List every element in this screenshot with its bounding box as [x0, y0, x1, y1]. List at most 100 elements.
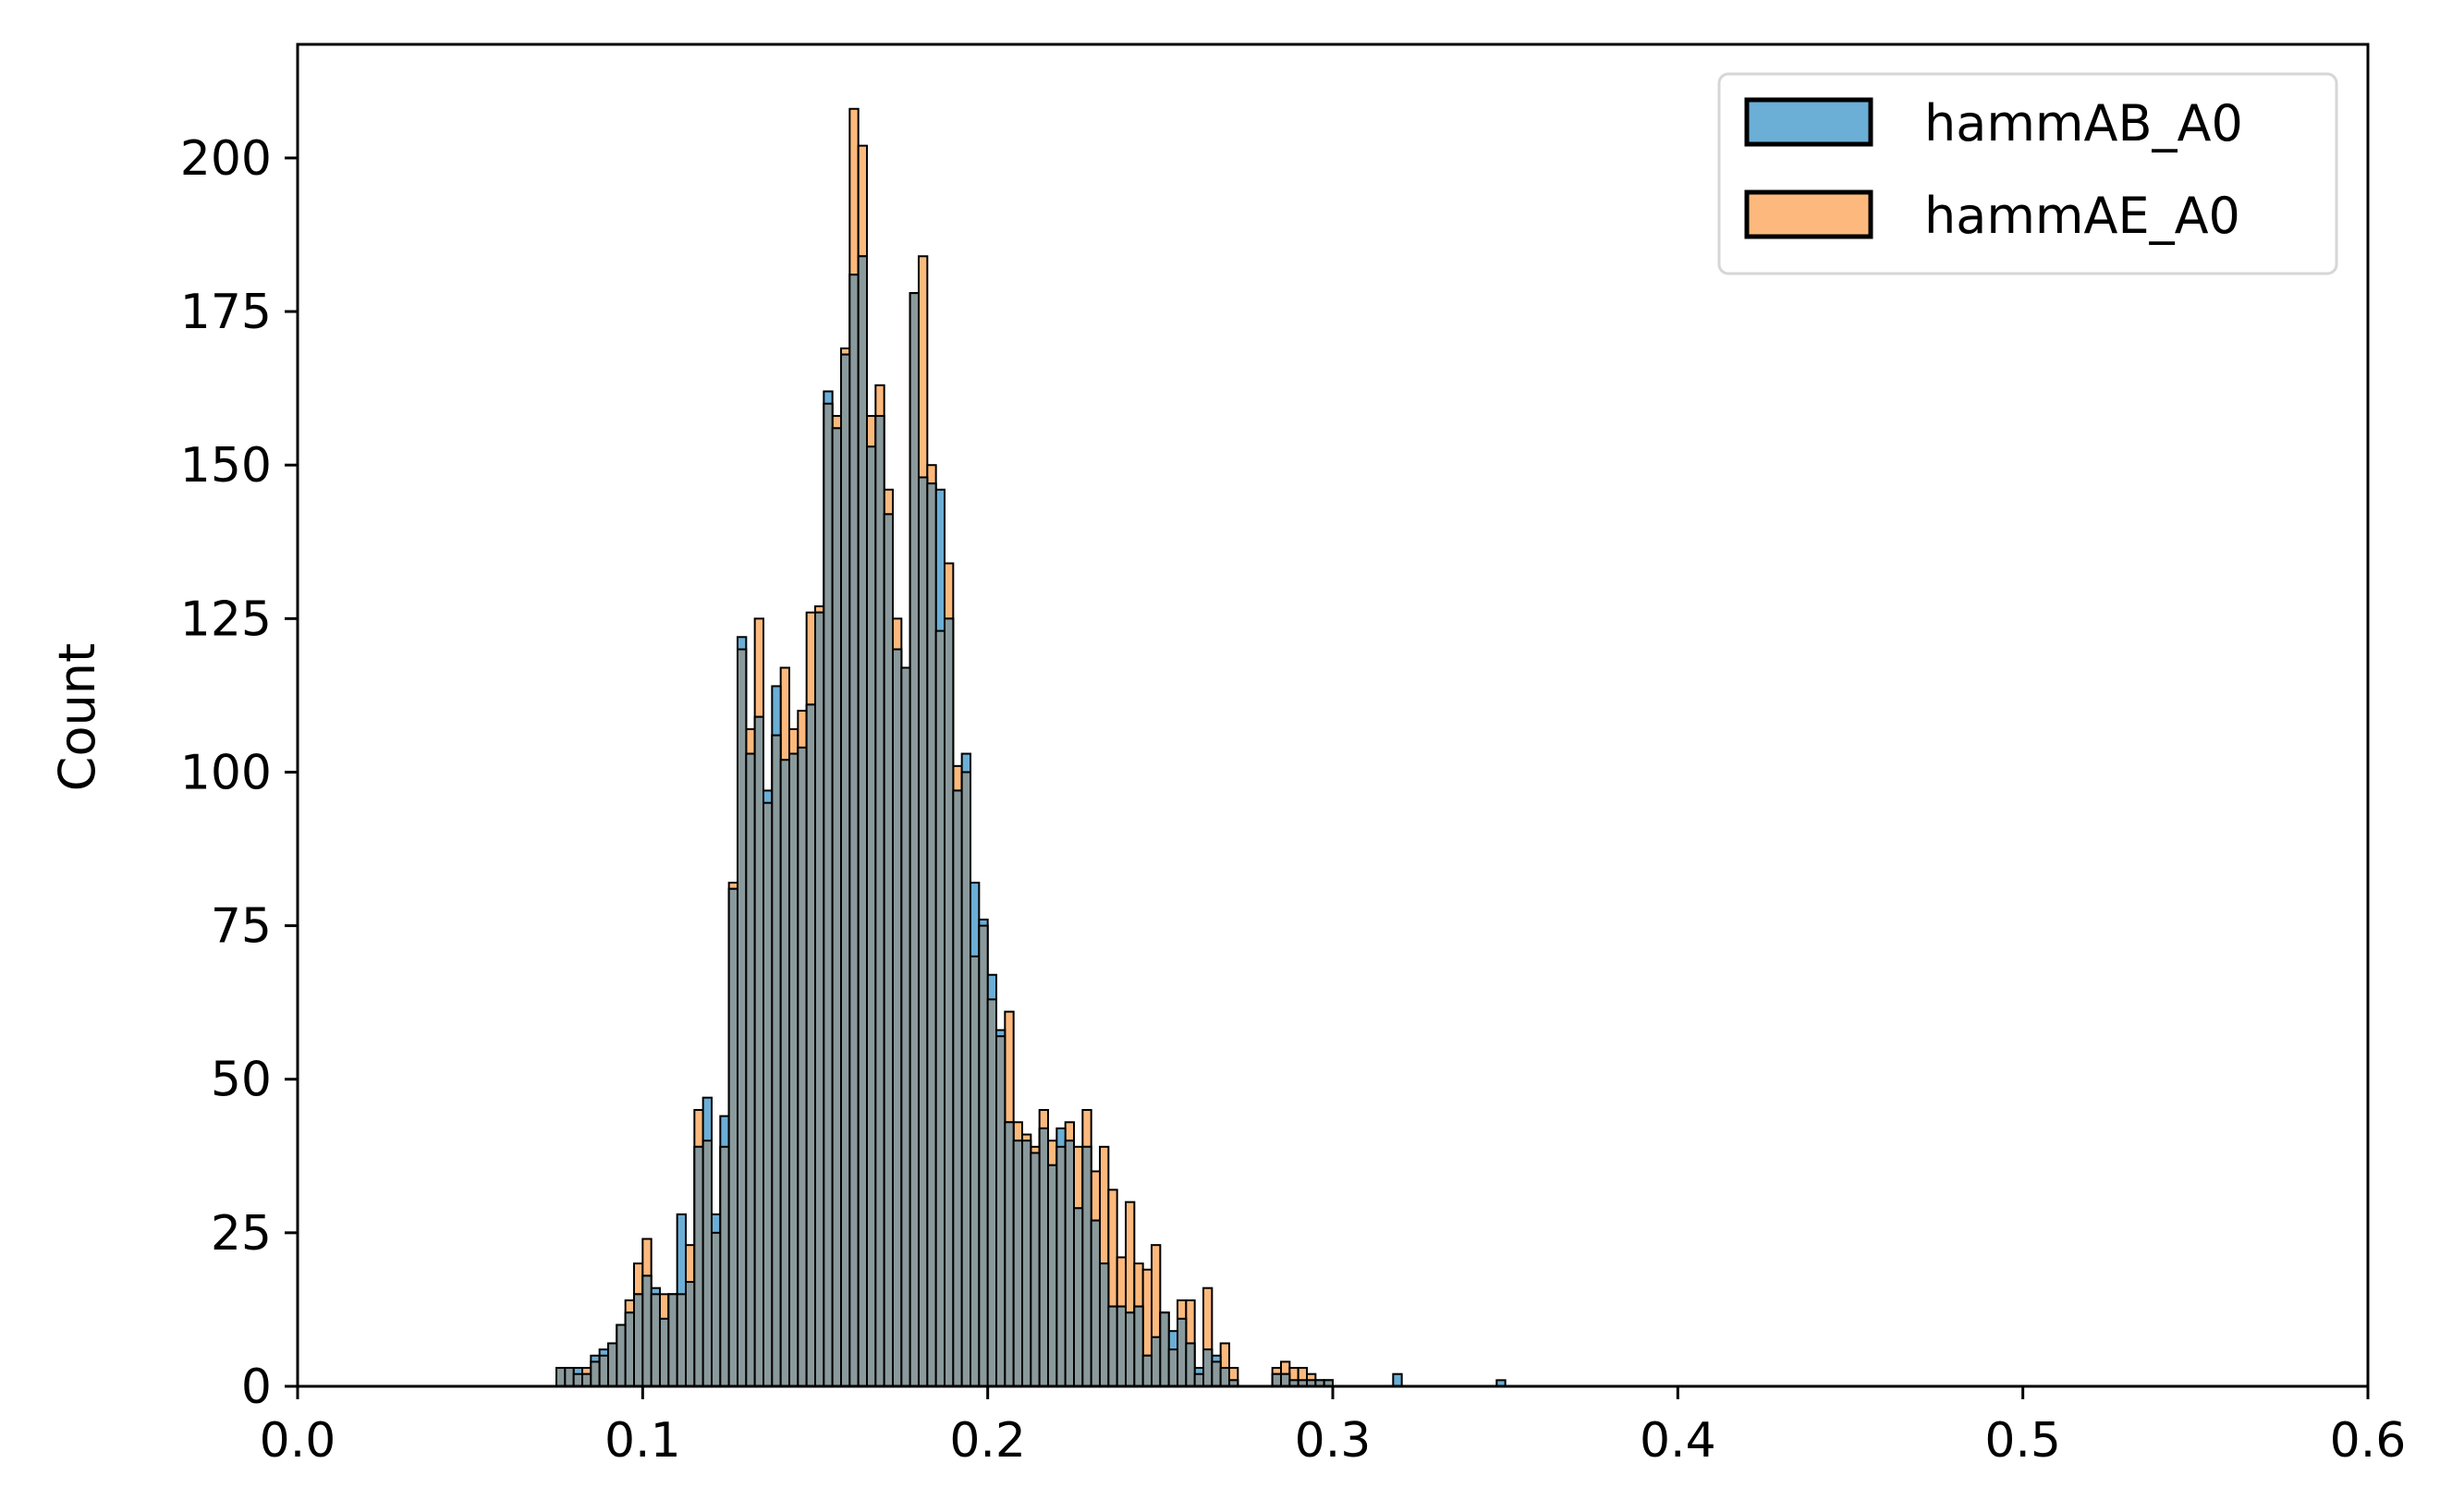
bar-overlap — [624, 1311, 636, 1388]
bar-overlap — [745, 752, 756, 1387]
bar-overlap — [1107, 1305, 1118, 1387]
bar-overlap — [840, 353, 851, 1387]
bar-overlap — [1159, 1311, 1170, 1388]
x-tick-label: 0.6 — [2330, 1413, 2407, 1469]
bar-overlap — [676, 1293, 688, 1387]
bar-overlap — [1211, 1360, 1222, 1388]
bar-overlap — [1064, 1140, 1075, 1387]
bar-overlap — [823, 402, 834, 1387]
bar-overlap — [1012, 1140, 1023, 1387]
bar-overlap — [788, 752, 799, 1387]
y-tick-label: 25 — [211, 1206, 272, 1262]
bar-overlap — [797, 746, 808, 1387]
bar-overlap — [900, 666, 911, 1387]
bar-overlap — [607, 1342, 618, 1387]
x-tick-label: 0.5 — [1984, 1413, 2061, 1469]
bar-overlap — [874, 415, 885, 1388]
bar-overlap — [572, 1372, 584, 1387]
bar-overlap — [1219, 1367, 1230, 1388]
y-tick-label: 50 — [211, 1053, 272, 1108]
bar-overlap — [753, 715, 765, 1387]
bar-overlap — [702, 1140, 714, 1387]
x-tick-label: 0.1 — [604, 1413, 681, 1469]
bar-overlap — [1073, 1207, 1084, 1387]
bar-overlap — [719, 1145, 730, 1388]
bar-overlap — [1151, 1335, 1162, 1387]
bar-overlap — [1090, 1219, 1101, 1387]
bar-overlap — [857, 255, 869, 1387]
y-tick-label: 75 — [211, 899, 272, 955]
bar-overlap — [1141, 1354, 1153, 1387]
x-tick-label: 0.3 — [1295, 1413, 1372, 1469]
bar-overlap — [814, 611, 825, 1387]
bar-overlap — [650, 1293, 662, 1387]
y-tick-label: 100 — [180, 745, 272, 800]
bar-overlap — [1185, 1342, 1196, 1387]
bar-overlap — [926, 482, 937, 1387]
x-tick-label: 0.0 — [260, 1413, 336, 1469]
bar-overlap — [1177, 1317, 1188, 1388]
bar-overlap — [737, 648, 748, 1387]
bar-overlap — [960, 771, 971, 1387]
bar-overlap — [1030, 1152, 1041, 1388]
bar-overlap — [1099, 1262, 1110, 1388]
bar-overlap — [616, 1323, 627, 1387]
bar-overlap — [711, 1231, 722, 1388]
legend-label-hammAE: hammAE_A0 — [1924, 187, 2240, 245]
y-tick-label: 175 — [180, 285, 272, 340]
bar-overlap — [995, 1035, 1006, 1388]
y-axis: 0 25 50 75 100 125 150 175 200 — [180, 131, 298, 1415]
x-axis: 0.0 0.1 0.2 0.3 0.4 0.5 0.6 — [260, 1386, 2407, 1469]
bar-overlap — [918, 476, 929, 1387]
bar-overlap — [590, 1360, 601, 1388]
legend-label-hammAB: hammAB_A0 — [1924, 94, 2243, 152]
y-tick-label: 125 — [180, 591, 272, 647]
legend: hammAB_A0 hammAE_A0 — [1717, 72, 2338, 275]
y-tick-label: 150 — [180, 438, 272, 494]
bar-overlap — [1125, 1311, 1136, 1388]
bar-overlap — [952, 789, 963, 1387]
bar-overlap — [1116, 1305, 1127, 1387]
bar-overlap — [581, 1372, 592, 1387]
bar-overlap — [633, 1293, 644, 1387]
bar-overlap — [909, 292, 921, 1387]
bar-overlap — [970, 955, 981, 1387]
bar-overlap — [805, 703, 817, 1387]
bar-overlap — [1038, 1127, 1049, 1387]
bar-overlap — [693, 1145, 704, 1388]
bar-overlap — [978, 924, 989, 1387]
bar-overlap — [685, 1281, 696, 1388]
bar-overlap — [1193, 1372, 1204, 1387]
x-tick-label: 0.2 — [949, 1413, 1026, 1469]
bar-overlap — [1047, 1164, 1058, 1388]
bar-hammAB — [1392, 1372, 1403, 1387]
bar-overlap — [762, 801, 774, 1387]
y-axis-title: Count — [48, 643, 106, 791]
bar-overlap — [641, 1274, 653, 1387]
bar-overlap — [831, 427, 843, 1388]
bar-overlap — [1055, 1145, 1067, 1388]
legend-swatch-hammAB — [1744, 97, 1873, 147]
overlap-bars — [555, 255, 1334, 1388]
bar-overlap — [1021, 1140, 1032, 1387]
bar-overlap — [944, 617, 955, 1387]
bar-overlap — [1280, 1372, 1291, 1387]
bar-overlap — [883, 513, 895, 1387]
bar-overlap — [659, 1317, 670, 1388]
y-tick-label: 200 — [180, 131, 272, 187]
bar-overlap — [555, 1367, 567, 1388]
bar-overlap — [1004, 1121, 1015, 1387]
bar-overlap — [892, 648, 903, 1387]
bar-overlap — [779, 759, 791, 1387]
bar-overlap — [1167, 1348, 1178, 1388]
bar-overlap — [934, 629, 946, 1387]
y-tick-label: 0 — [241, 1360, 272, 1415]
legend-swatch-hammAE — [1744, 189, 1873, 239]
x-tick-label: 0.4 — [1640, 1413, 1716, 1469]
bar-overlap — [1202, 1348, 1214, 1388]
bar-overlap — [727, 887, 739, 1387]
bar-overlap — [1133, 1305, 1144, 1387]
legend-frame — [1717, 72, 2338, 275]
bar-overlap — [667, 1293, 678, 1387]
